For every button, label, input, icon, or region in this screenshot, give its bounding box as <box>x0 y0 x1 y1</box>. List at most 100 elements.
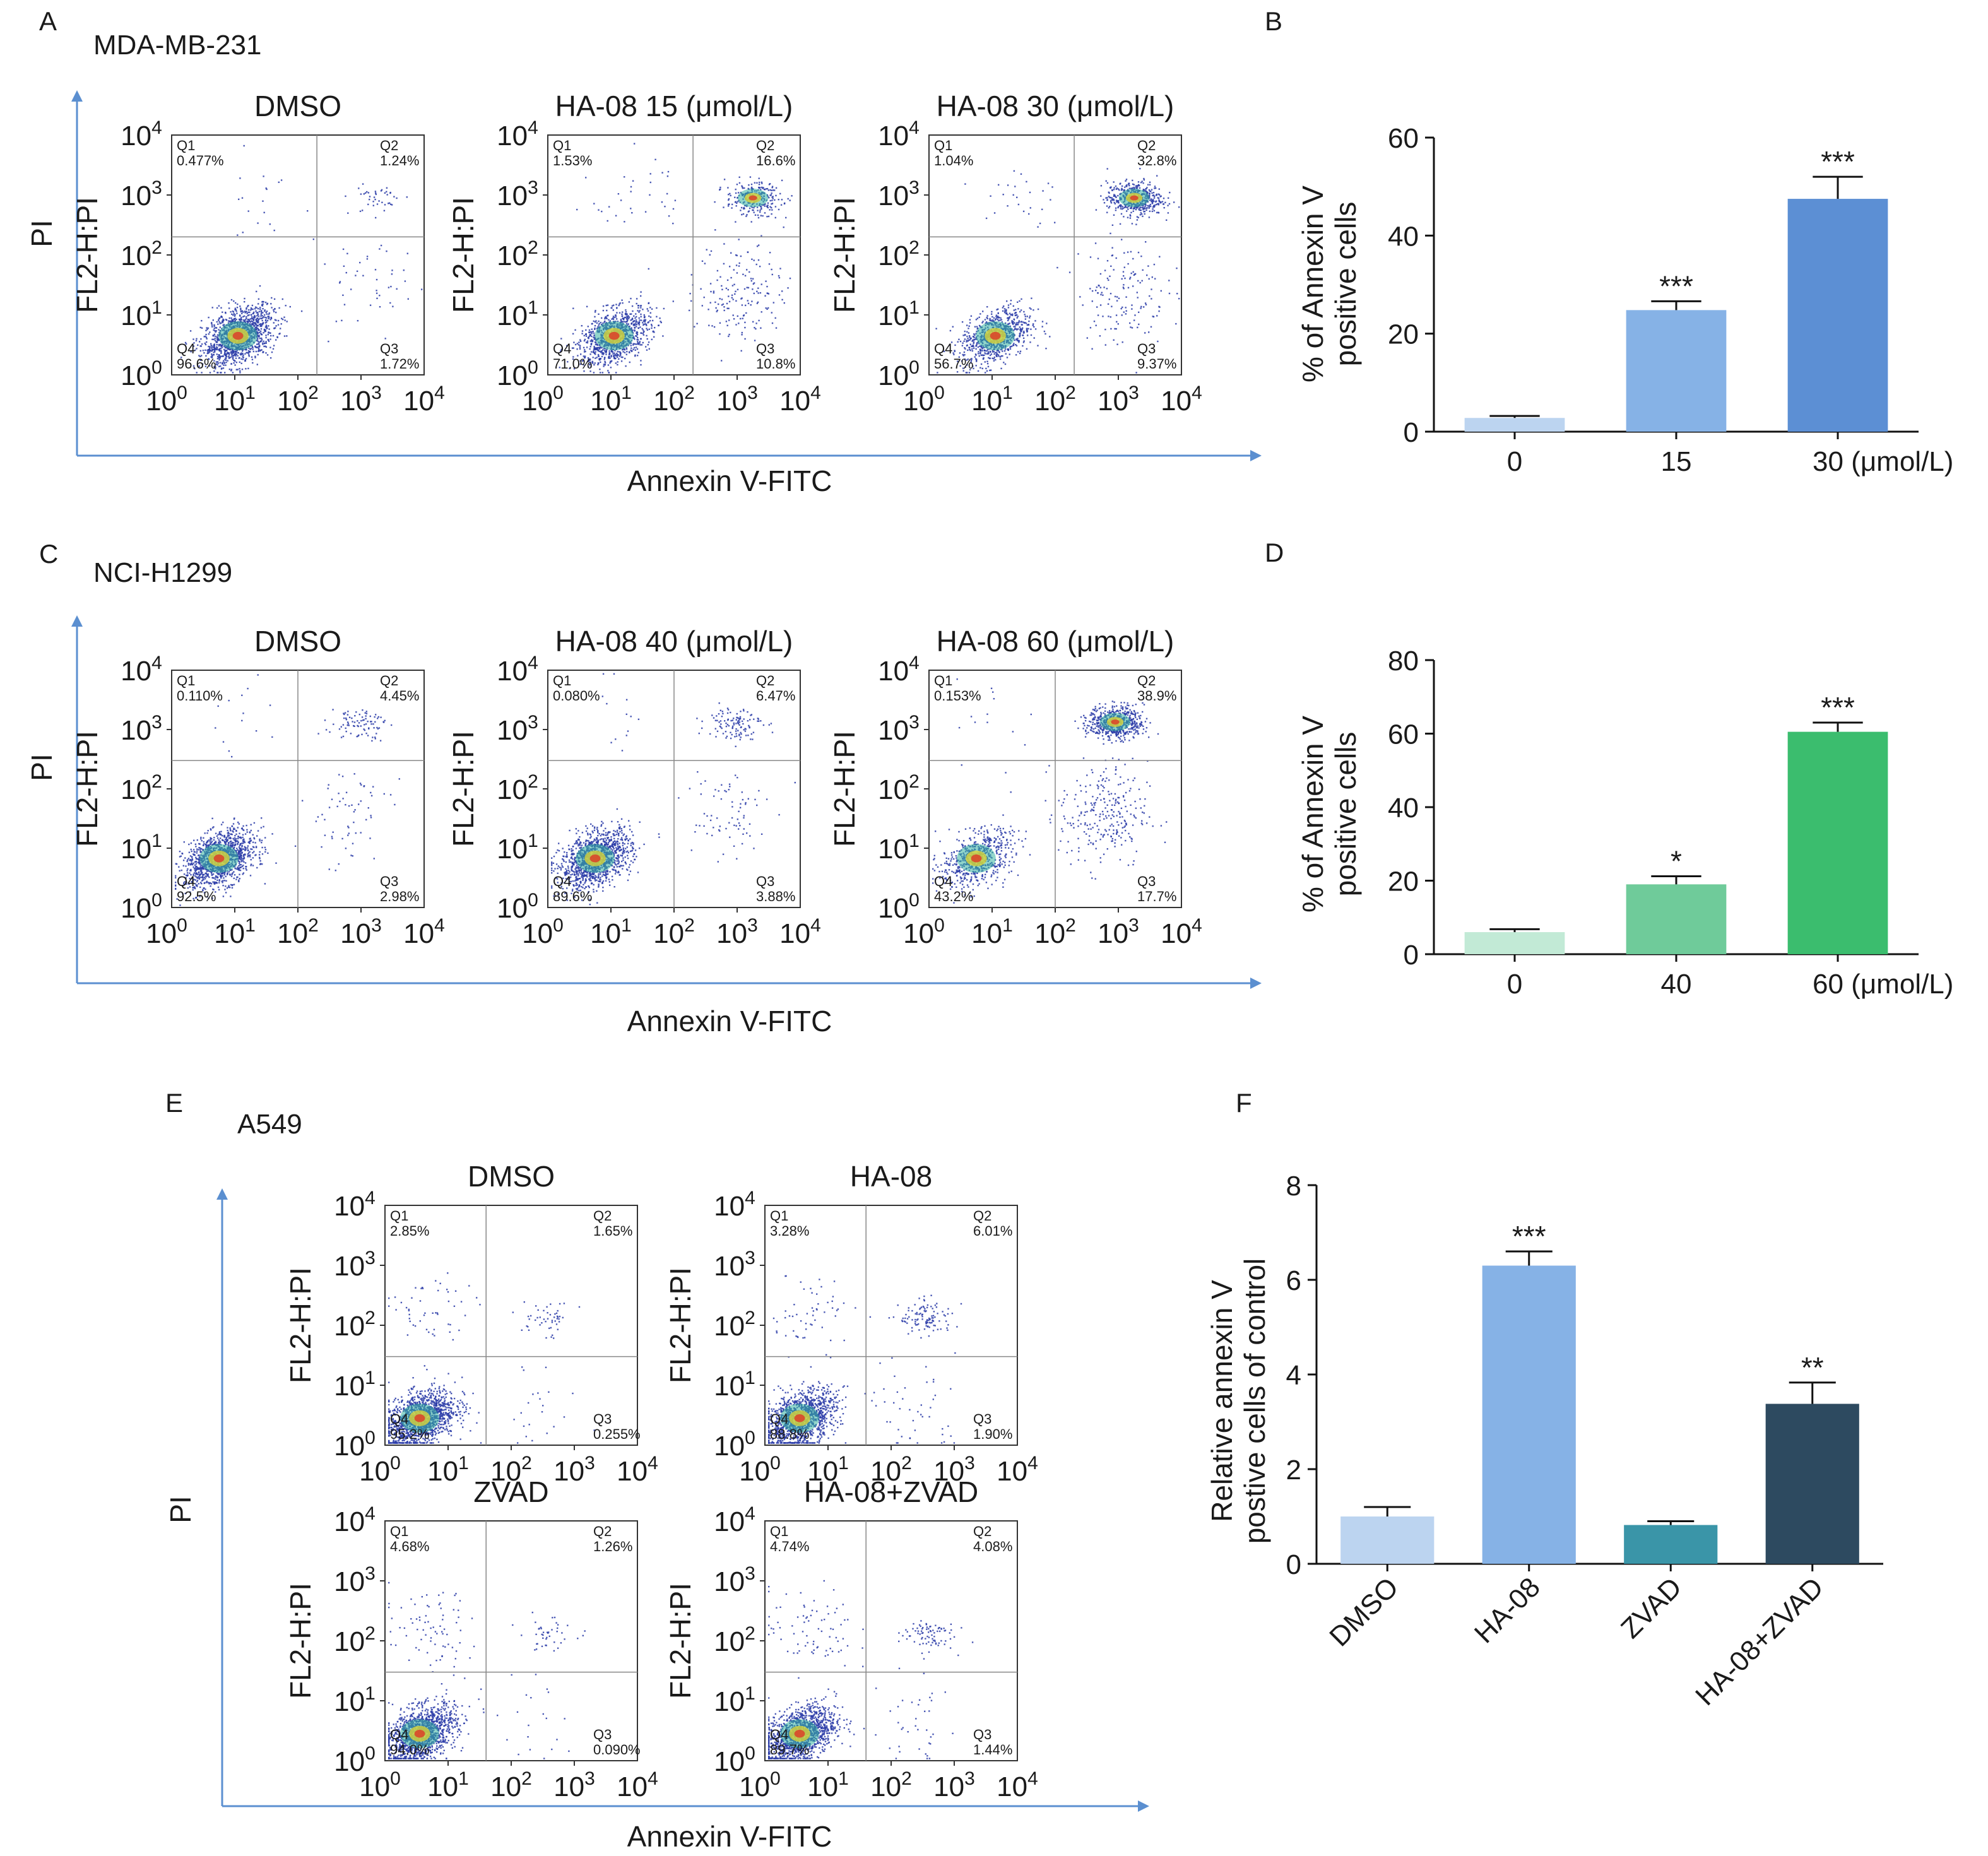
event-dot <box>225 362 227 364</box>
event-dot <box>1151 200 1152 203</box>
event-dot <box>1108 316 1109 317</box>
event-dot <box>591 360 594 363</box>
event-dot <box>733 318 735 320</box>
event-dot <box>274 327 276 329</box>
event-dot <box>228 352 230 354</box>
event-dot <box>747 302 750 304</box>
event-dot <box>598 362 600 365</box>
event-dot <box>1158 310 1160 312</box>
event-dot <box>376 290 377 292</box>
event-dot <box>231 319 233 321</box>
event-dot <box>240 353 243 355</box>
event-dot <box>1153 197 1156 199</box>
event-dot <box>1019 329 1021 331</box>
event-dot <box>213 328 215 329</box>
event-dot <box>211 324 213 326</box>
event-dot <box>772 302 774 304</box>
event-dot <box>199 359 202 361</box>
event-dot <box>1149 199 1151 201</box>
event-dot <box>979 350 982 352</box>
event-dot <box>649 320 651 322</box>
event-dot <box>982 355 985 357</box>
event-dot <box>783 302 785 304</box>
event-dot <box>725 287 728 290</box>
event-dot <box>743 314 745 316</box>
event-dot <box>388 203 389 204</box>
event-dot <box>1116 199 1118 201</box>
x-axis-title: Annexin V-FITC <box>627 1005 832 1037</box>
event-dot <box>379 306 381 308</box>
event-dot <box>764 295 766 297</box>
event-dot <box>612 353 614 355</box>
event-dot <box>194 349 196 352</box>
event-dot <box>624 317 626 319</box>
event-dot <box>235 840 238 842</box>
event-dot <box>751 300 753 302</box>
event-dot <box>752 209 754 211</box>
event-dot <box>1125 179 1128 180</box>
event-dot <box>1007 317 1009 319</box>
event-dot <box>618 355 621 357</box>
event-dot <box>1118 297 1120 299</box>
event-dot <box>1109 196 1111 199</box>
event-dot <box>215 882 216 884</box>
event-dot <box>275 311 277 314</box>
event-dot <box>209 331 211 333</box>
event-dot <box>978 353 979 355</box>
event-dot <box>185 865 187 867</box>
event-dot <box>1115 210 1117 211</box>
x-tick-label: 102 <box>1034 382 1076 417</box>
event-dot <box>648 348 650 350</box>
event-dot <box>213 329 215 331</box>
event-dot <box>364 192 367 194</box>
event-dot <box>215 361 218 363</box>
quadrant-label-q4: Q4 <box>934 341 952 357</box>
event-dot <box>248 854 250 856</box>
event-dot <box>602 353 605 355</box>
event-dot <box>581 333 583 334</box>
event-dot <box>1147 204 1149 207</box>
event-dot <box>968 346 970 348</box>
event-dot <box>758 244 760 246</box>
event-dot <box>248 314 250 316</box>
event-dot <box>619 302 621 304</box>
event-dot <box>261 305 264 307</box>
event-dot <box>1103 199 1104 201</box>
event-dot <box>608 350 610 352</box>
event-dot <box>255 310 257 312</box>
event-dot <box>593 348 596 350</box>
event-dot <box>356 270 358 272</box>
event-dot <box>1151 210 1154 213</box>
event-dot <box>1024 318 1027 320</box>
event-dot <box>1106 199 1108 201</box>
event-dot <box>584 349 586 351</box>
event-dot <box>767 215 770 218</box>
event-dot <box>386 194 388 196</box>
event-dot <box>211 827 214 829</box>
event-dot <box>642 334 645 336</box>
event-dot <box>728 307 730 309</box>
event-dot <box>976 343 978 346</box>
event-dot <box>379 248 381 250</box>
event-dot <box>636 332 637 334</box>
event-dot <box>583 355 584 357</box>
event-dot <box>211 349 213 352</box>
event-dot <box>778 276 781 279</box>
event-dot <box>1132 257 1134 260</box>
event-dot <box>255 350 257 353</box>
event-dot <box>255 319 257 321</box>
event-dot <box>1133 319 1135 321</box>
event-dot <box>403 269 405 271</box>
event-dot <box>660 321 661 322</box>
event-dot <box>973 333 975 335</box>
event-dot <box>1041 326 1043 328</box>
event-dot <box>609 320 612 322</box>
event-dot <box>598 324 600 326</box>
event-dot <box>261 817 263 819</box>
event-dot <box>269 338 271 340</box>
event-dot <box>1132 183 1134 185</box>
event-dot <box>406 196 408 198</box>
event-dot <box>1015 345 1018 346</box>
event-dot <box>723 306 725 308</box>
event-dot <box>1118 204 1121 207</box>
